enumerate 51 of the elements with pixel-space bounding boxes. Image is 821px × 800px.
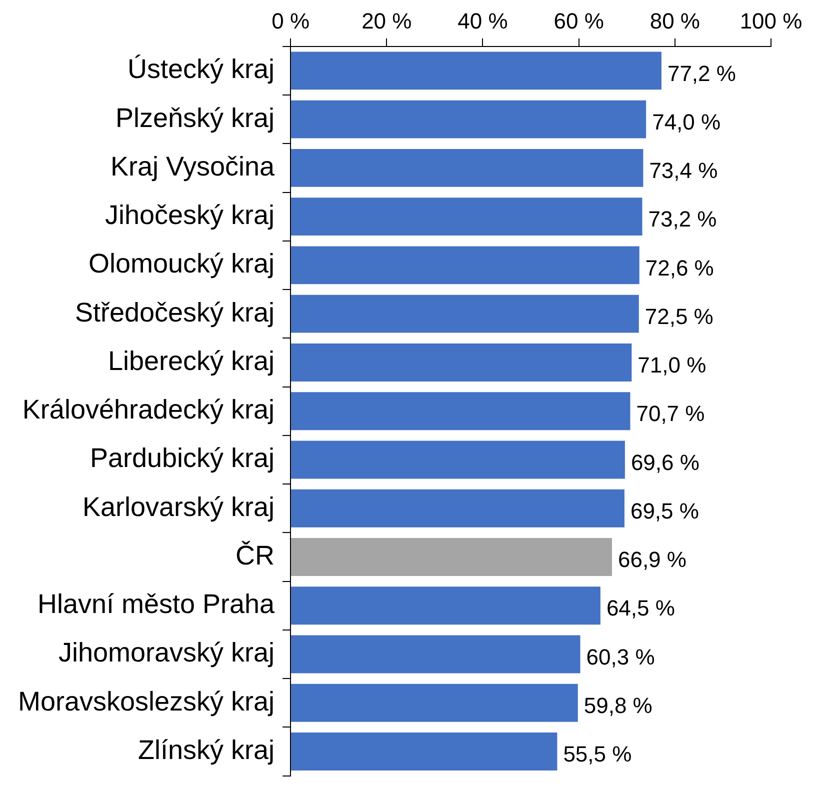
data-label: 55,5 % bbox=[563, 742, 632, 767]
bar bbox=[291, 344, 632, 382]
y-tick-label: Hlavní město Praha bbox=[37, 589, 276, 620]
x-tick-label: 0 % bbox=[272, 8, 310, 34]
bar bbox=[291, 732, 558, 770]
y-tick-label: Olomoucký kraj bbox=[88, 248, 275, 279]
data-label: 77,2 % bbox=[667, 60, 736, 86]
data-label: 72,6 % bbox=[645, 255, 714, 280]
data-label: 72,5 % bbox=[644, 304, 714, 329]
y-tick-label: Jihomoravský kraj bbox=[58, 638, 275, 668]
y-tick-label: Středočeský kraj bbox=[74, 297, 275, 328]
y-tick-label: Královéhradecký kraj bbox=[22, 394, 275, 425]
y-tick-label: Liberecký kraj bbox=[108, 346, 275, 376]
bar bbox=[291, 684, 578, 722]
bar bbox=[291, 635, 580, 674]
bar bbox=[291, 246, 640, 284]
data-label: 64,5 % bbox=[606, 596, 675, 621]
y-tick-label: Karlovarský kraj bbox=[82, 492, 275, 522]
bar bbox=[291, 100, 646, 138]
data-label: 60,3 % bbox=[586, 644, 655, 670]
y-tick-label: Jihočeský kraj bbox=[104, 200, 275, 230]
y-tick-label: Zlínský kraj bbox=[138, 734, 275, 765]
x-tick-label: 100 % bbox=[740, 8, 802, 34]
data-label: 70,7 % bbox=[636, 401, 705, 426]
y-tick-label: Kraj Vysočina bbox=[110, 151, 276, 182]
data-label: 69,5 % bbox=[630, 498, 699, 524]
x-tick-label: 60 % bbox=[554, 8, 604, 34]
bar bbox=[291, 538, 612, 576]
bar bbox=[291, 440, 625, 479]
bar bbox=[291, 489, 624, 528]
x-tick-label: 20 % bbox=[362, 8, 412, 34]
y-tick-label: ČR bbox=[236, 540, 275, 570]
bar bbox=[291, 392, 630, 430]
data-label: 59,8 % bbox=[584, 692, 652, 718]
bar bbox=[291, 294, 639, 333]
data-label: 73,2 % bbox=[648, 206, 717, 232]
bar bbox=[291, 586, 600, 625]
data-label: 74,0 % bbox=[652, 109, 721, 134]
x-tick-label: 40 % bbox=[458, 8, 508, 34]
data-label: 73,4 % bbox=[649, 158, 718, 184]
x-tick-label: 80 % bbox=[650, 8, 700, 34]
bar bbox=[291, 149, 644, 187]
data-label: 69,6 % bbox=[630, 450, 700, 475]
bar bbox=[291, 198, 642, 236]
bar bbox=[291, 52, 662, 90]
data-label: 66,9 % bbox=[618, 547, 686, 572]
y-tick-label: Moravskoslezský kraj bbox=[18, 686, 275, 716]
y-tick-label: Ústecký kraj bbox=[128, 54, 275, 84]
y-tick-label: Pardubický kraj bbox=[90, 443, 275, 474]
y-tick-label: Plzeňský kraj bbox=[116, 102, 275, 133]
data-label: 71,0 % bbox=[638, 352, 706, 378]
